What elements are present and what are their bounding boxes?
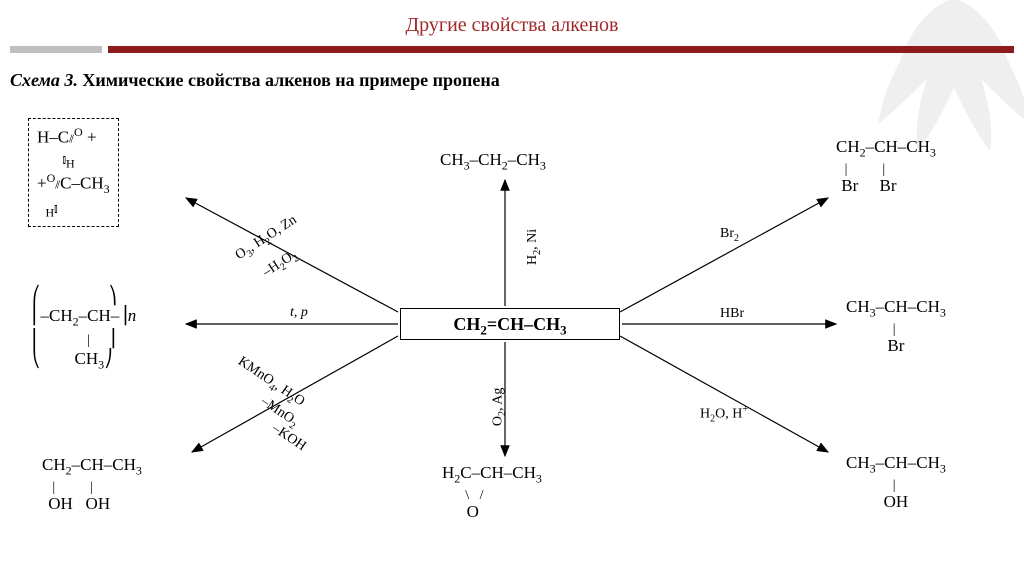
product-ozonolysis: H–C⫽O + ⫾H+O⫽C–CH3 H⫾ (28, 118, 119, 227)
reaction-diagram: CH2=CH–CH3 H2, NiBr2HBrH2O, H+O2, AgKMnO… (0, 108, 1024, 568)
arrow-to-H2O (620, 336, 828, 452)
product-hbr-prod: CH3–CH–CH3 | Br (846, 298, 946, 356)
product-dibromo: CH2–CH–CH3| | Br Br (836, 138, 936, 196)
scheme-caption: Схема 3. Химические свойства алкенов на … (10, 70, 500, 91)
scheme-prefix: Схема 3. (10, 70, 78, 90)
product-epoxide: H2C–CH–CH3 \ / O (442, 464, 542, 522)
center-propene: CH2=CH–CH3 (400, 308, 620, 340)
page-title: Другие свойства алкенов (406, 14, 619, 37)
reagent-HBr: HBr (720, 306, 744, 322)
reagent-tp: t, p (290, 305, 308, 321)
product-h2o-prod: CH3–CH–CH3 | OH (846, 454, 946, 512)
scheme-text: Химические свойства алкенов на примере п… (82, 70, 499, 90)
reagent-O2Ag: O2, Ag (490, 388, 508, 426)
reagent-Br2: Br2 (720, 226, 739, 244)
product-polymer: ⎛ ⎞⎜–CH2–CH–⎟n⎜ | ⎟⎝ CH3⎠ (32, 286, 136, 373)
reagent-H2Ni: H2, Ni (525, 229, 543, 265)
arrow-to-Br2 (620, 198, 828, 312)
reagent-H2OH+: H2O, H+ (700, 404, 748, 424)
rule-red (108, 46, 1014, 53)
product-diol: CH2–CH–CH3| | OH OH (42, 456, 142, 514)
rule-gray (10, 46, 102, 53)
product-propane: CH3–CH2–CH3 (440, 150, 546, 173)
